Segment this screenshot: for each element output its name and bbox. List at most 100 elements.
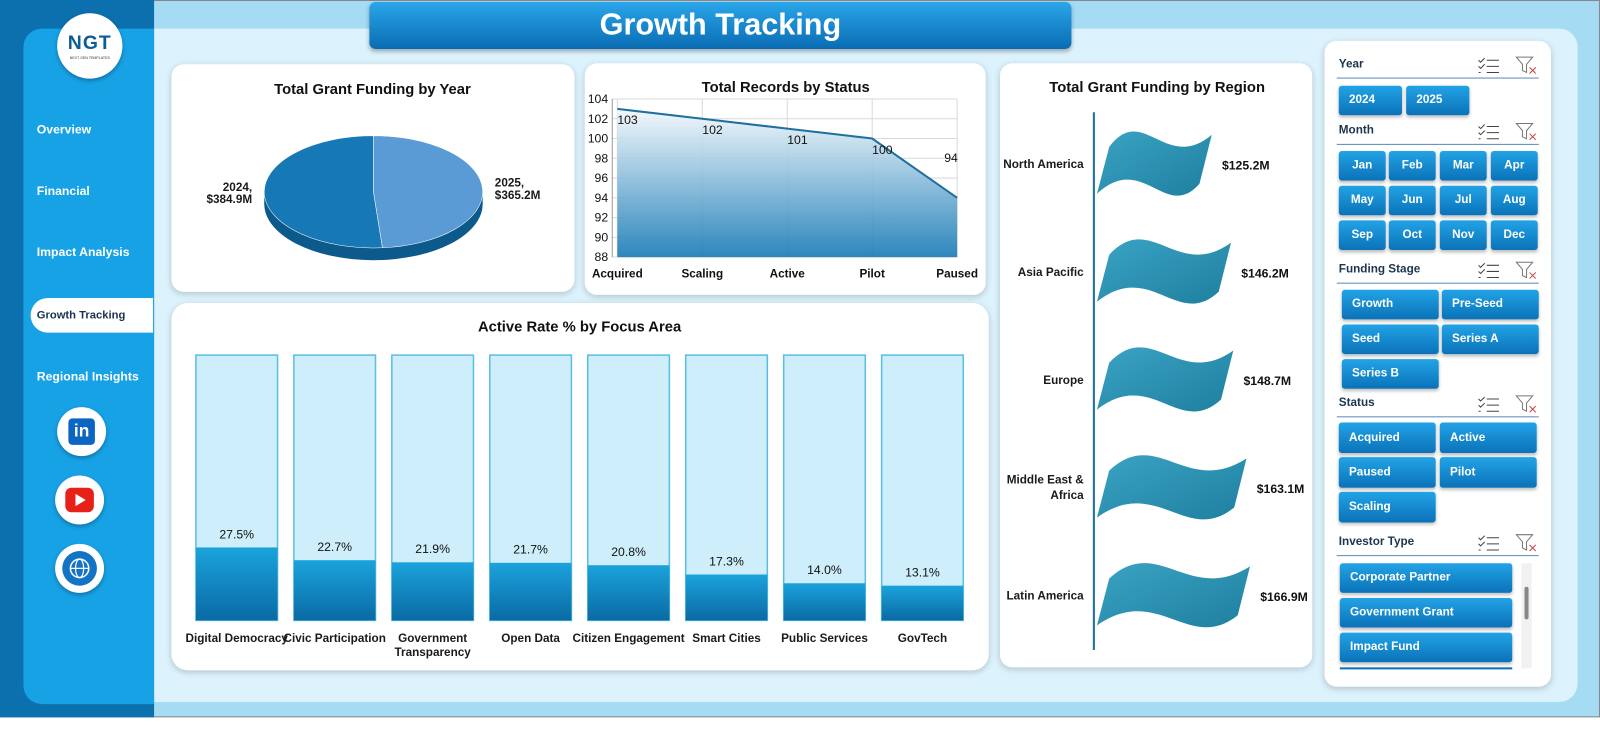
icon — [1515, 56, 1537, 74]
y-tick-label: 92 — [595, 211, 609, 225]
slicer-button[interactable]: Apr — [1490, 151, 1538, 181]
bar-background — [782, 354, 867, 622]
slicer-button[interactable]: Corporate Partner — [1339, 563, 1513, 593]
flag-bar — [1096, 239, 1232, 304]
slicer-button[interactable]: Jun — [1388, 185, 1436, 216]
nav-item[interactable]: Regional Insights — [36, 369, 139, 384]
data-label: 101 — [787, 133, 808, 147]
y-tick-label: 90 — [595, 230, 609, 244]
data-label: $125.2M — [1222, 158, 1270, 172]
clear-filter-icon[interactable] — [1515, 122, 1537, 145]
category-label: Middle East & Africa — [1006, 474, 1084, 503]
slicer-button[interactable]: 2025 — [1406, 85, 1470, 116]
logo-tagline: NEXT GEN TEMPLATES — [69, 56, 110, 61]
slicer-button[interactable]: Pre-Seed — [1441, 289, 1539, 320]
slicer-button[interactable]: Series A — [1441, 324, 1539, 355]
slicer-button[interactable]: Sep — [1338, 220, 1386, 250]
icon — [1515, 395, 1537, 413]
slicer-button[interactable]: Series B — [1341, 359, 1439, 389]
slicer-button[interactable]: Oct — [1388, 220, 1436, 250]
flag-bar — [1096, 455, 1247, 520]
data-label: 17.3% — [709, 554, 744, 568]
category-label: Asia Pacific — [1017, 266, 1084, 279]
slicer-button[interactable]: Paused — [1338, 457, 1436, 488]
data-label: 27.5% — [219, 527, 254, 541]
slicer-title: Month — [1338, 124, 1374, 137]
slicer-rule — [1336, 416, 1539, 418]
nav-item[interactable]: Impact Analysis — [36, 244, 130, 260]
slicer-button[interactable]: Feb — [1388, 151, 1436, 181]
slicer-button[interactable]: Impact Fund — [1339, 632, 1513, 663]
bar — [195, 547, 278, 621]
clear-filter-icon[interactable] — [1515, 395, 1537, 418]
x-tick-label: Digital Democracy — [185, 632, 288, 645]
slicer-button[interactable]: Growth — [1341, 289, 1439, 320]
nav-item[interactable]: Growth Tracking — [30, 297, 154, 333]
slicer-button[interactable]: Active — [1439, 422, 1537, 454]
pie-slice — [373, 135, 483, 249]
line — [617, 107, 958, 199]
data-label: $146.2M — [1241, 266, 1289, 280]
bar — [293, 560, 376, 621]
slicer-button[interactable]: Acquired — [1338, 422, 1436, 454]
youtube-button[interactable] — [55, 475, 105, 525]
nav-item[interactable]: Overview — [36, 122, 92, 137]
page-title: Growth Tracking — [369, 2, 1072, 49]
multi-select-icon[interactable] — [1478, 122, 1500, 145]
data-label: 14.0% — [807, 563, 842, 577]
slicer-button[interactable]: Aug — [1490, 185, 1538, 216]
slicer-rule — [1336, 555, 1539, 557]
bar — [391, 562, 474, 621]
y-tick-label: 100 — [588, 132, 609, 146]
bar — [783, 583, 866, 621]
slicer-button[interactable]: Government Grant — [1339, 597, 1513, 628]
y-tick-label: 98 — [595, 151, 609, 165]
flag-bar — [1096, 131, 1212, 196]
multi-select-icon[interactable] — [1478, 261, 1500, 284]
data-label: $163.1M — [1257, 482, 1305, 496]
data-label: 22.7% — [317, 540, 352, 554]
x-tick-label: Public Services — [781, 632, 868, 645]
slicer-button[interactable]: Scaling — [1338, 491, 1436, 523]
bar — [489, 562, 572, 621]
multi-select-icon[interactable] — [1478, 56, 1500, 79]
y-tick-label: 104 — [588, 92, 609, 106]
pie-label: 2024, $384.9M — [206, 181, 253, 207]
slicer-rule — [1336, 143, 1539, 145]
category-label: Latin America — [1006, 590, 1084, 603]
slicer-button[interactable]: Dec — [1490, 220, 1538, 250]
linkedin-button[interactable]: in — [57, 407, 107, 457]
icon — [1515, 534, 1537, 552]
chart-title: Total Grant Funding by Year — [274, 82, 471, 98]
web-button[interactable] — [55, 543, 105, 593]
slicer-button[interactable]: Mar — [1439, 151, 1487, 181]
icon — [1478, 124, 1499, 140]
clear-filter-icon[interactable] — [1515, 534, 1537, 557]
slicer-button[interactable]: Nov — [1439, 220, 1487, 250]
data-label: 21.7% — [513, 543, 548, 557]
slicer-button[interactable]: Pilot — [1439, 457, 1537, 488]
icon — [1515, 261, 1537, 279]
multi-select-icon[interactable] — [1478, 395, 1500, 418]
slicer-title: Funding Stage — [1338, 263, 1421, 276]
data-label: 20.8% — [611, 545, 646, 559]
x-tick-label: Citizen Engagement — [572, 632, 685, 645]
x-tick-label: Pilot — [859, 268, 884, 281]
chart-title: Total Records by Status — [702, 80, 870, 96]
slicer-button[interactable]: May — [1338, 185, 1386, 216]
slicer-button[interactable]: Seed — [1341, 324, 1439, 355]
scrollbar-thumb[interactable] — [1524, 586, 1529, 620]
x-tick-label: Scaling — [681, 268, 723, 281]
slicer-button[interactable]: Jul — [1439, 185, 1487, 216]
clear-filter-icon[interactable] — [1515, 261, 1537, 284]
nav-item[interactable]: Financial — [36, 183, 90, 198]
multi-select-icon[interactable] — [1478, 534, 1500, 557]
slicer-button[interactable]: Jan — [1338, 151, 1386, 181]
bar — [881, 585, 964, 621]
bar-background — [880, 354, 965, 622]
clear-filter-icon[interactable] — [1515, 56, 1537, 79]
globe-icon — [62, 551, 97, 586]
slicer-button[interactable]: 2024 — [1338, 85, 1403, 116]
